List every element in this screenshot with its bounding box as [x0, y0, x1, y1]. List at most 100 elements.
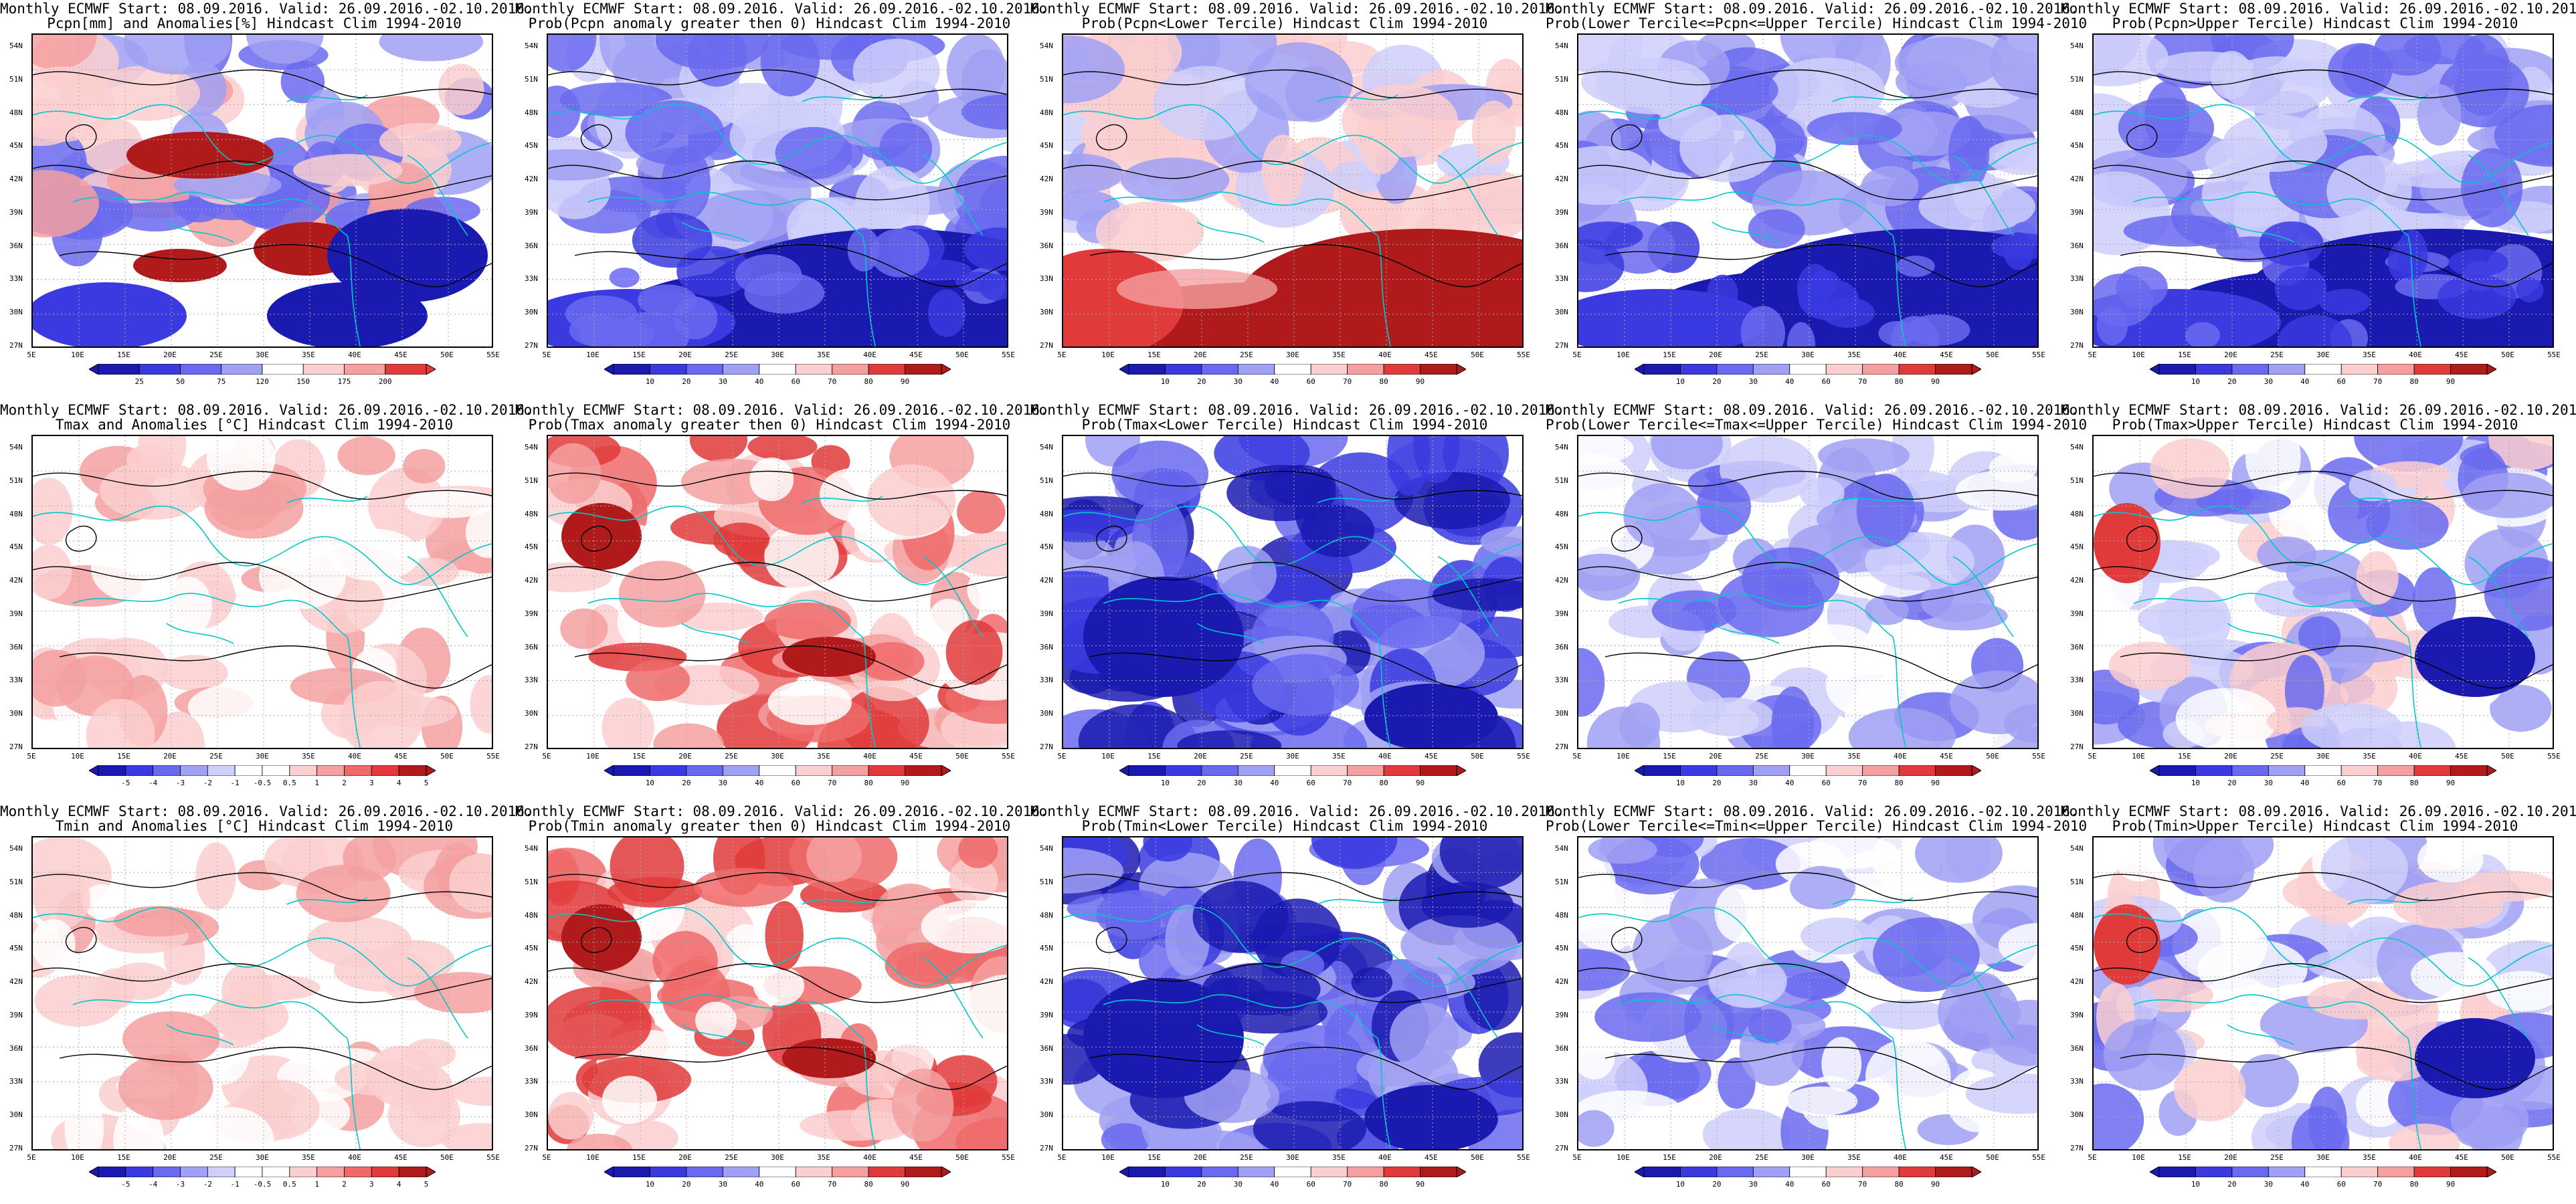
colorbar-swatch	[2158, 765, 2196, 776]
shaded-area	[138, 436, 187, 479]
colorbar-label: 20	[1197, 377, 1206, 386]
shaded-area	[602, 1076, 658, 1124]
shaded-area	[782, 1038, 876, 1078]
longitude-label: 10E	[1101, 350, 1115, 359]
shaded-area	[2485, 971, 2553, 1011]
colorbar-label: 20	[2227, 377, 2237, 386]
colorbar-swatch	[1789, 1167, 1827, 1177]
colorbar-swatch	[1420, 364, 1457, 375]
shaded-area	[782, 637, 876, 677]
coastline	[862, 235, 876, 346]
contour-line	[1089, 243, 1522, 288]
longitude-label: 5E	[1572, 350, 1582, 359]
longitude-label: 30E	[1286, 350, 1299, 359]
coastline	[1377, 636, 1391, 748]
colorbar-label: -3	[175, 1180, 185, 1189]
shaded-area	[1619, 702, 1661, 748]
longitude-label: 50E	[955, 1153, 969, 1162]
shaded-area	[1595, 57, 1711, 114]
longitude-label: 10E	[1617, 350, 1630, 359]
shaded-area	[2301, 703, 2402, 748]
shaded-area	[1810, 270, 1840, 295]
longitude-label: 40E	[863, 350, 877, 359]
panel-title: Monthly ECMWF Start: 08.09.2016. Valid: …	[2061, 803, 2576, 819]
colorbar-swatch	[759, 1167, 796, 1177]
latitude-label: 54N	[525, 844, 538, 853]
latitude-label: 39N	[1040, 1010, 1053, 1019]
colorbar-label: -3	[175, 779, 185, 787]
colorbar-label: 80	[1379, 779, 1388, 787]
shaded-area	[2150, 438, 2230, 499]
longitude-label: 25E	[209, 350, 223, 359]
panel-subtitle: Prob(Lower Tercile<=Tmax<=Upper Tercile)…	[1546, 417, 2088, 433]
shaded-area	[1245, 42, 1353, 122]
colorbar-label: 50	[175, 377, 185, 386]
panel-subtitle: Prob(Pcpn anomaly greater then 0) Hindca…	[528, 15, 1011, 31]
contour-line	[2120, 645, 2553, 689]
longitude-label: 50E	[1986, 1153, 1999, 1162]
latitude-label: 51N	[2070, 74, 2084, 84]
forecast-panel: Monthly ECMWF Start: 08.09.2016. Valid: …	[1546, 803, 2087, 1197]
shaded-area	[118, 1054, 213, 1120]
shaded-area	[99, 460, 208, 520]
latitude-label: 42N	[2070, 977, 2084, 987]
latitude-label: 36N	[525, 241, 538, 250]
coastline	[286, 897, 368, 905]
shaded-area	[1771, 686, 1814, 748]
colorbar-swatch	[759, 765, 796, 776]
shaded-area	[1651, 436, 1724, 470]
latitude-label: 54N	[525, 443, 538, 452]
longitude-label: 35E	[2363, 350, 2376, 359]
panel-title: Monthly ECMWF Start: 08.09.2016. Valid: …	[1030, 402, 1564, 418]
longitude-label: 10E	[586, 350, 600, 359]
contour-line	[548, 470, 1007, 500]
colorbar-swatch	[2450, 1167, 2488, 1177]
coastline	[2347, 496, 2429, 504]
shaded-area	[870, 228, 930, 278]
latitude-label: 54N	[1555, 844, 1568, 853]
latitude-label: 51N	[1555, 74, 1568, 84]
longitude-label: 45E	[909, 350, 923, 359]
longitude-label: 55E	[2547, 350, 2561, 359]
latitude-label: 33N	[9, 676, 23, 685]
longitude-label: 40E	[2409, 350, 2422, 359]
contour-line	[1063, 963, 1522, 1003]
colorbar-swatch	[1752, 364, 1790, 375]
shaded-area	[1216, 545, 1277, 603]
shaded-area	[653, 723, 724, 748]
coastline	[548, 505, 1007, 585]
shaded-area	[2437, 274, 2516, 320]
colorbar-swatch	[2377, 1167, 2415, 1177]
longitude-label: 30E	[2316, 752, 2330, 761]
shaded-area	[1121, 157, 1230, 203]
colorbar-label: 30	[718, 779, 727, 787]
latitude-label: 42N	[525, 576, 538, 585]
coastline	[802, 897, 883, 905]
forecast-panel: Monthly ECMWF Start: 08.09.2016. Valid: …	[2061, 401, 2576, 796]
longitude-label: 10E	[2132, 752, 2145, 761]
coastline	[1578, 505, 2037, 585]
coastline	[1712, 1024, 1780, 1045]
shaded-area	[1117, 269, 1277, 309]
shaded-area	[2356, 551, 2399, 605]
colorbar-label: 40	[2300, 1180, 2310, 1189]
colorbar-swatch	[1680, 364, 1718, 375]
latitude-label: 33N	[525, 1077, 538, 1086]
shaded-area	[2138, 600, 2228, 638]
longitude-label: 40E	[1378, 752, 1392, 761]
colorbar-label: 10	[645, 377, 655, 386]
coastline	[347, 1037, 361, 1149]
latitude-label: 33N	[9, 274, 23, 284]
longitude-label: 50E	[1471, 752, 1484, 761]
shaded-area	[1683, 985, 1734, 1062]
colorbar-label: 80	[1379, 1180, 1388, 1189]
panel-subtitle: Prob(Tmin<Lower Tercile) Hindcast Clim 1…	[1081, 818, 1488, 834]
shaded-area	[379, 122, 462, 159]
contour-line	[59, 1046, 492, 1090]
shaded-area	[2326, 155, 2412, 227]
shaded-area	[775, 126, 852, 179]
longitude-label: 10E	[586, 752, 600, 761]
longitude-label: 45E	[394, 752, 407, 761]
longitude-label: 25E	[725, 752, 738, 761]
longitude-label: 30E	[256, 752, 269, 761]
